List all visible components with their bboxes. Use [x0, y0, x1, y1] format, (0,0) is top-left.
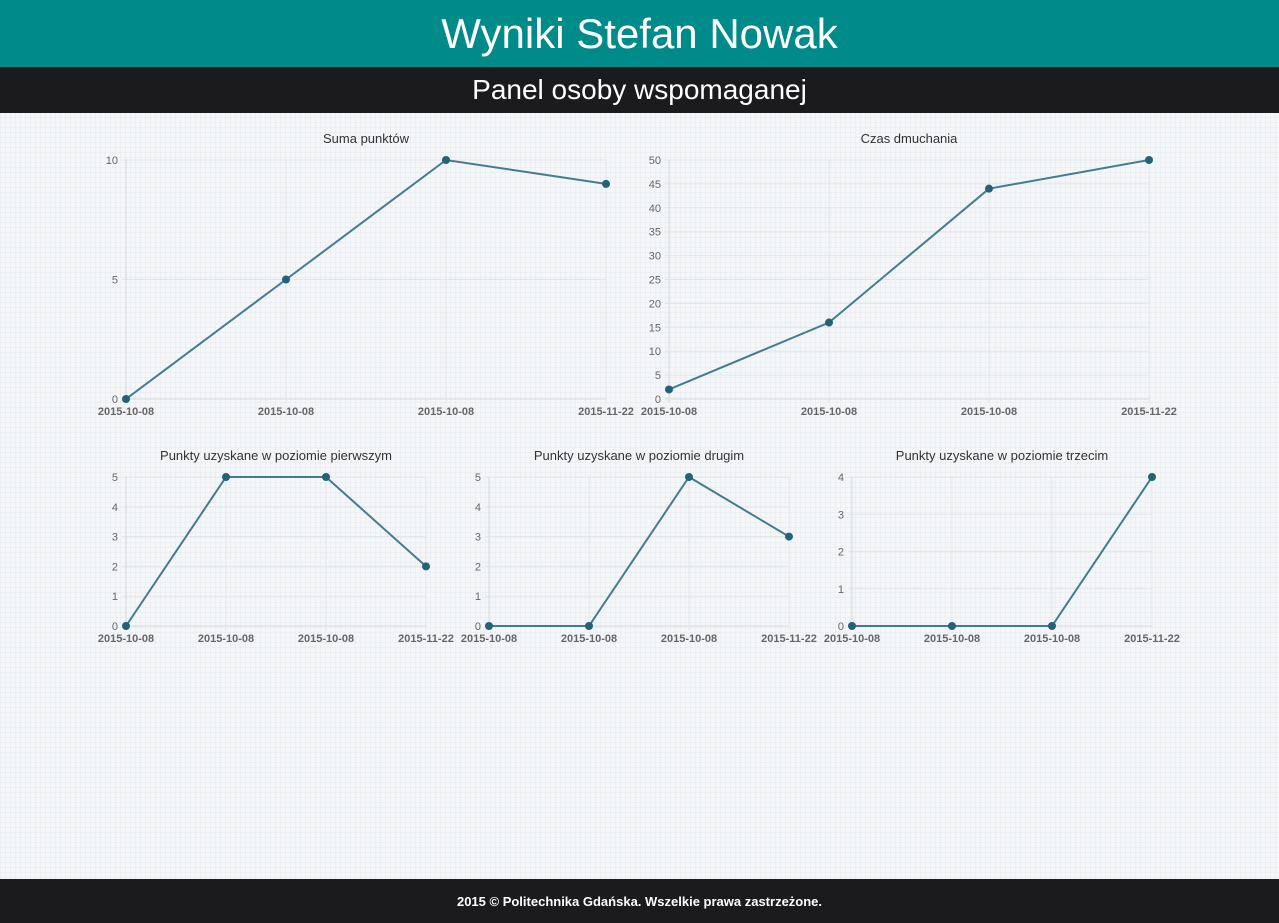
data-point: [602, 179, 610, 188]
data-point: [122, 395, 130, 403]
y-tick-label: 4: [475, 502, 481, 514]
chart-svg: Punkty uzyskane w poziomie drugim 0 1 2 3 4 5 2…: [461, 448, 817, 645]
chart-title: Czas dmuchania: [861, 131, 959, 146]
x-tick-label: 2015-10-08: [198, 633, 254, 645]
y-tick-label: 4: [112, 502, 118, 514]
x-tick-label: 2015-10-08: [961, 406, 1017, 418]
data-point: [222, 473, 230, 481]
y-tick-label: 0: [838, 621, 844, 633]
series-line: [668, 159, 1150, 391]
y-tick-label: 4: [838, 472, 844, 484]
y-tick-label: 25: [649, 275, 661, 287]
x-tick-label: 2015-10-08: [258, 406, 314, 418]
chart-poziom-trzeci: Punkty uzyskane w poziomie trzecim 0 1 2 3 4 2…: [821, 445, 1184, 650]
x-tick-label: 2015-11-22: [1124, 633, 1180, 645]
y-tick-label: 2: [838, 547, 844, 559]
chart-title: Punkty uzyskane w poziomie trzecim: [896, 448, 1108, 463]
y-tick-label: 2: [112, 561, 118, 573]
data-point: [785, 532, 793, 541]
chart-title: Punkty uzyskane w poziomie drugim: [534, 448, 744, 463]
data-point: [442, 156, 450, 164]
x-tick-label: 2015-11-22: [578, 406, 634, 418]
x-tick-label: 2015-10-08: [924, 633, 980, 645]
chart-suma-punktow: Suma punktów 0 5 10 2015-10-08 2015-10-08 2015…: [96, 128, 636, 420]
x-tick-label: 2015-11-22: [1121, 406, 1177, 418]
y-tick-label: 50: [649, 155, 661, 167]
y-tick-label: 45: [649, 179, 661, 191]
x-tick-label: 2015-10-08: [98, 406, 154, 418]
y-tick-label: 5: [112, 275, 118, 287]
y-tick-label: 1: [838, 584, 844, 596]
data-point: [485, 622, 493, 630]
data-point: [422, 562, 430, 571]
panel-title: Panel osoby wspomaganej: [472, 74, 807, 105]
chart-svg: Suma punktów 0 5 10 2015-10-08 2015-10-08 2015…: [98, 131, 634, 418]
chart-title: Punkty uzyskane w poziomie pierwszym: [160, 448, 392, 463]
y-tick-label: 3: [112, 532, 118, 544]
y-tick-label: 1: [475, 591, 481, 603]
data-point: [825, 318, 833, 327]
x-tick-label: 2015-11-22: [761, 633, 817, 645]
series-line: [852, 476, 1153, 627]
chart-poziom-drugi: Punkty uzyskane w poziomie drugim 0 1 2 3 4 5 2…: [459, 445, 821, 650]
x-tick-label: 2015-10-08: [561, 633, 617, 645]
data-point: [985, 184, 993, 193]
x-tick-label: 2015-10-08: [461, 633, 517, 645]
data-point: [665, 385, 673, 394]
y-tick-label: 0: [475, 621, 481, 633]
x-tick-label: 2015-10-08: [298, 633, 354, 645]
x-tick-label: 2015-11-22: [398, 633, 454, 645]
data-point: [322, 473, 330, 481]
chart-poziom-pierwszy: Punkty uzyskane w poziomie pierwszym 0 1 2 3…: [96, 445, 459, 650]
data-point: [848, 622, 856, 630]
data-point: [685, 473, 693, 481]
y-tick-label: 0: [112, 394, 118, 406]
page-header: Wyniki Stefan Nowak: [0, 0, 1279, 67]
chart-czas-dmuchania: Czas dmuchania 0 5 10 15 20 25 30 35 40 45 50 2015-1…: [639, 128, 1184, 420]
x-tick-label: 2015-10-08: [1024, 633, 1080, 645]
x-tick-label: 2015-10-08: [641, 406, 697, 418]
y-tick-label: 3: [475, 532, 481, 544]
page-footer: 2015 © Politechnika Gdańska. Wszelkie pr…: [0, 879, 1279, 923]
y-tick-label: 30: [649, 251, 661, 263]
y-tick-label: 15: [649, 322, 661, 334]
page-title: Wyniki Stefan Nowak: [441, 9, 838, 57]
panel-header: Panel osoby wspomaganej: [0, 67, 1279, 113]
y-tick-label: 35: [649, 227, 661, 239]
chart-svg: Punkty uzyskane w poziomie pierwszym 0 1 2 3…: [98, 448, 454, 645]
x-tick-label: 2015-10-08: [801, 406, 857, 418]
series-line: [125, 158, 607, 400]
y-tick-label: 5: [112, 472, 118, 484]
y-tick-label: 10: [106, 155, 118, 167]
footer-text: 2015 © Politechnika Gdańska. Wszelkie pr…: [456, 893, 823, 909]
x-tick-label: 2015-10-08: [661, 633, 717, 645]
y-tick-label: 5: [475, 472, 481, 484]
chart-title: Suma punktów: [323, 131, 410, 146]
y-tick-label: 20: [649, 298, 661, 310]
series-line: [125, 476, 427, 627]
data-point: [585, 622, 593, 630]
y-tick-label: 0: [655, 394, 661, 406]
chart-svg: Punkty uzyskane w poziomie trzecim 0 1 2 3 4 2…: [824, 448, 1180, 645]
data-point: [122, 622, 130, 630]
chart-svg: Czas dmuchania 0 5 10 15 20 25 30 35 40 45 50 2015-1…: [641, 131, 1177, 418]
y-tick-label: 2: [475, 561, 481, 573]
y-tick-label: 10: [649, 346, 661, 358]
x-tick-label: 2015-10-08: [824, 633, 880, 645]
x-tick-label: 2015-10-08: [418, 406, 474, 418]
data-point: [282, 275, 290, 284]
series-line: [489, 475, 790, 627]
y-tick-label: 40: [649, 203, 661, 215]
data-point: [1048, 622, 1056, 630]
data-point: [1148, 473, 1156, 481]
y-tick-label: 1: [112, 591, 118, 603]
y-tick-label: 5: [655, 370, 661, 382]
data-point: [948, 622, 956, 630]
data-point: [1145, 156, 1153, 164]
y-tick-label: 0: [112, 621, 118, 633]
y-tick-label: 3: [838, 509, 844, 521]
x-tick-label: 2015-10-08: [98, 633, 154, 645]
